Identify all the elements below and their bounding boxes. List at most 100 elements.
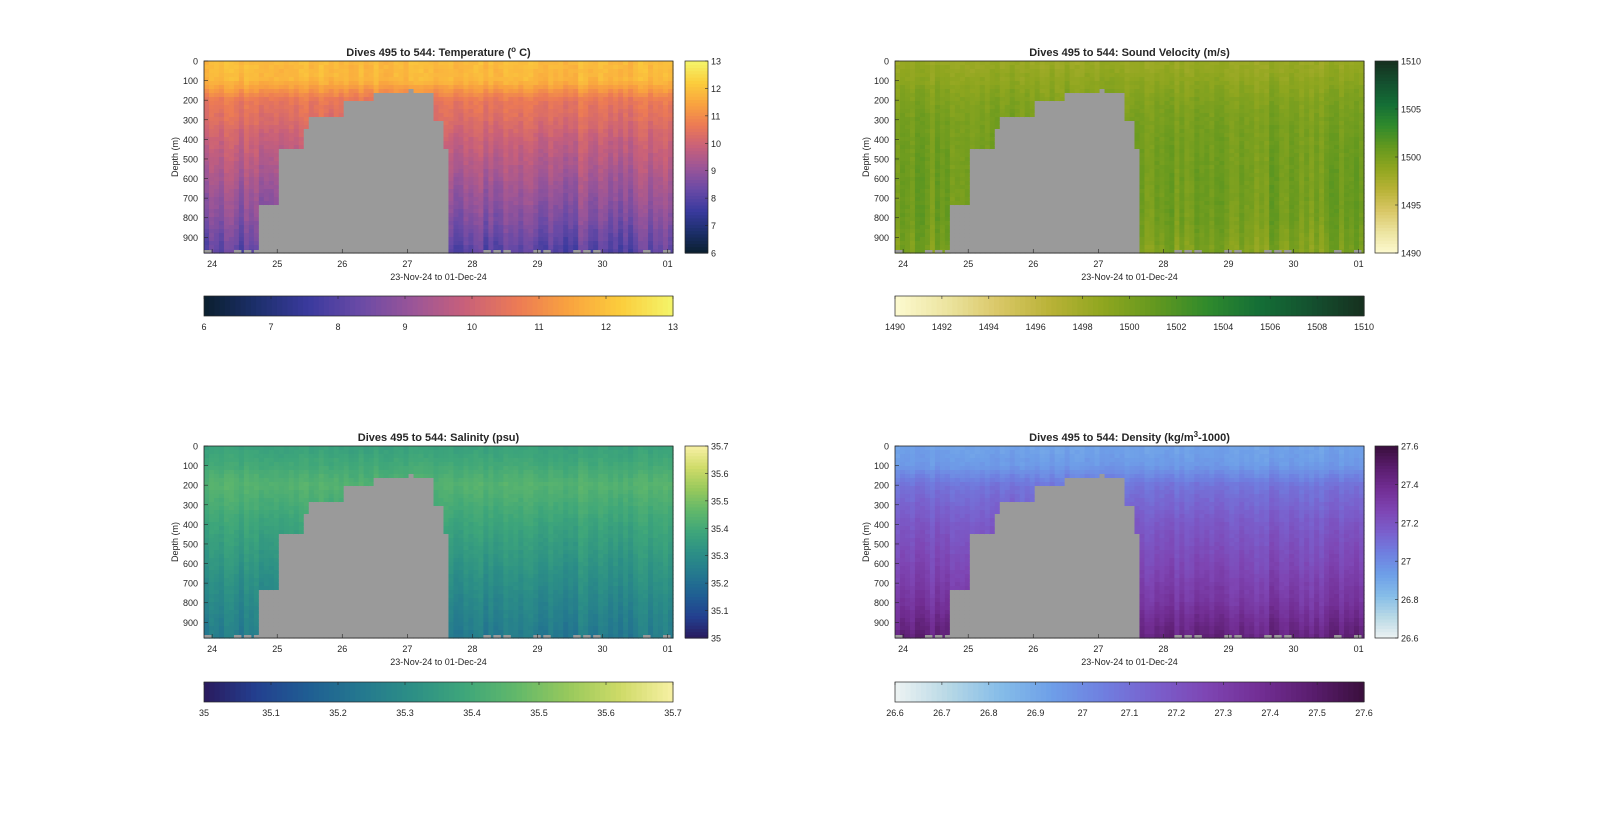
heatmap-cell	[573, 65, 579, 70]
heatmap-cell	[503, 153, 509, 158]
heatmap-cell	[368, 181, 375, 186]
heatmap-cell	[548, 245, 554, 250]
y-tick-label: 900	[183, 233, 198, 243]
heatmap-cell	[568, 89, 574, 94]
heatmap-cell	[438, 229, 445, 234]
heatmap-cell	[904, 81, 911, 86]
heatmap-cell	[343, 205, 350, 210]
heatmap-cell	[528, 209, 534, 214]
heatmap-cell	[253, 233, 260, 238]
heatmap-cell	[458, 121, 465, 126]
heatmap-cell	[633, 249, 639, 254]
heatmap-cell	[353, 129, 360, 134]
heatmap-cell	[428, 193, 435, 198]
heatmap-cell	[298, 61, 305, 66]
heatmap-cell	[208, 181, 215, 186]
heatmap-cell	[243, 197, 250, 202]
heatmap-cell	[603, 153, 609, 158]
heatmap-cell	[498, 245, 504, 250]
heatmap-cell	[403, 237, 410, 242]
heatmap-cell	[343, 129, 350, 134]
heatmap-cell	[383, 145, 390, 150]
heatmap-cell	[278, 121, 285, 126]
heatmap-cell	[303, 205, 310, 210]
heatmap-cell	[643, 217, 649, 222]
heatmap-cell	[513, 73, 519, 78]
heatmap-cell	[503, 173, 509, 178]
heatmap-cell	[668, 197, 674, 202]
heatmap-cell	[258, 85, 265, 90]
heatmap-cell	[393, 205, 400, 210]
heatmap-cell	[353, 169, 360, 174]
heatmap-cell	[233, 165, 240, 170]
heatmap-cell	[223, 217, 230, 222]
heatmap-cell	[204, 185, 210, 190]
heatmap-cell	[213, 141, 220, 146]
heatmap-cell	[914, 77, 921, 82]
heatmap-cell	[348, 113, 355, 118]
heatmap-cell	[243, 213, 250, 218]
heatmap-cell	[413, 201, 420, 206]
heatmap-cell	[658, 205, 664, 210]
heatmap-cell	[648, 101, 654, 106]
heatmap-cell	[593, 81, 599, 86]
heatmap-cell	[633, 65, 639, 70]
colorbar-swatch	[495, 296, 502, 316]
heatmap-cell	[593, 169, 599, 174]
heatmap-cell	[218, 69, 225, 74]
heatmap-cell	[273, 221, 280, 226]
heatmap-cell	[498, 137, 504, 142]
heatmap-cell	[303, 137, 310, 142]
heatmap-cell	[298, 249, 305, 254]
heatmap-cell	[563, 229, 569, 234]
heatmap-cell	[398, 161, 405, 166]
heatmap-cell	[618, 73, 624, 78]
heatmap-cell	[478, 121, 484, 126]
heatmap-cell	[473, 177, 480, 182]
colorbar-swatch	[584, 296, 591, 316]
heatmap-cell	[288, 165, 295, 170]
heatmap-cell	[543, 109, 549, 114]
heatmap-cell	[393, 233, 400, 238]
heatmap-cell	[533, 201, 539, 206]
heatmap-cell	[303, 69, 310, 74]
heatmap-cell	[598, 157, 604, 162]
heatmap-cell	[528, 233, 534, 238]
heatmap-cell	[428, 197, 435, 202]
heatmap-cell	[498, 233, 504, 238]
heatmap-cell	[628, 205, 634, 210]
heatmap-cell	[218, 129, 225, 134]
heatmap-cell	[909, 213, 916, 218]
heatmap-cell	[468, 93, 475, 98]
heatmap-cell	[523, 181, 529, 186]
colorbar-swatch	[685, 115, 708, 120]
heatmap-cell	[388, 77, 395, 82]
heatmap-cell	[503, 69, 509, 74]
heatmap-cell	[513, 237, 519, 242]
colorbar-swatch	[685, 192, 708, 196]
heatmap-cell	[213, 97, 220, 102]
heatmap-cell	[488, 149, 494, 154]
heatmap-cell	[213, 233, 220, 238]
heatmap-cell	[518, 77, 524, 82]
heatmap-cell	[658, 185, 664, 190]
heatmap-cell	[258, 209, 265, 214]
heatmap-cell	[633, 141, 639, 146]
heatmap-cell	[513, 141, 519, 146]
heatmap-cell	[904, 89, 911, 94]
heatmap-cell	[553, 177, 559, 182]
heatmap-cell	[433, 177, 440, 182]
heatmap-cell	[403, 157, 410, 162]
heatmap-cell	[623, 113, 629, 118]
heatmap-cell	[323, 157, 330, 162]
heatmap-cell	[528, 217, 534, 222]
heatmap-cell	[895, 229, 901, 234]
colorbar-bottom: 6 7 8 9 10 11 12 13	[201, 295, 678, 332]
heatmap-cell	[909, 169, 916, 174]
heatmap-cell	[518, 153, 524, 158]
heatmap-cell	[618, 161, 624, 166]
heatmap-cell	[438, 93, 445, 98]
heatmap-cell	[343, 157, 350, 162]
heatmap-cell	[418, 149, 425, 154]
colorbar-swatch	[412, 296, 419, 316]
